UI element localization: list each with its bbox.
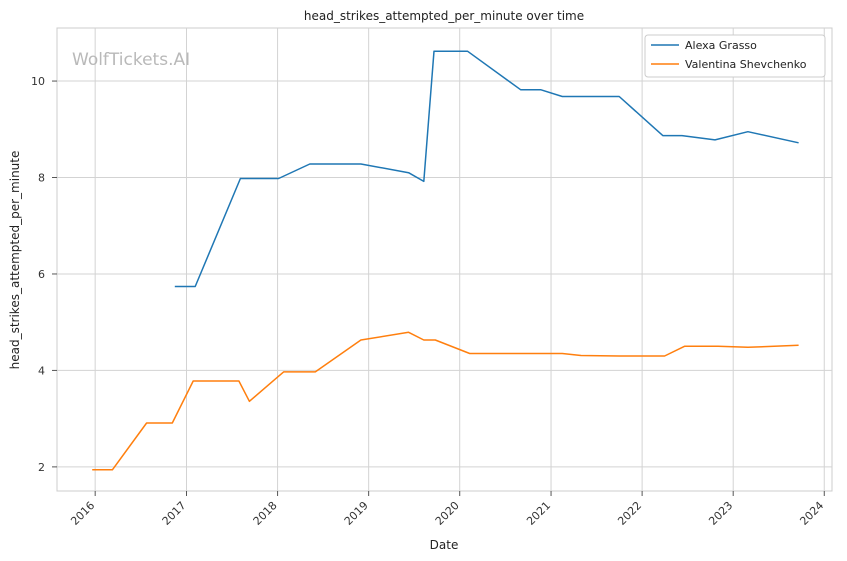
series-layer xyxy=(92,50,799,471)
series-line-1 xyxy=(174,50,799,288)
x-axis-title: Date xyxy=(430,538,459,552)
y-tick-label: 8 xyxy=(38,172,45,185)
y-tick-label: 6 xyxy=(38,268,45,281)
grid xyxy=(52,28,832,496)
legend-label-1: Alexa Grasso xyxy=(685,39,757,52)
legend: Alexa Grasso Valentina Shevchenko xyxy=(644,34,826,78)
y-tick-labels: 2 4 6 8 10 xyxy=(31,75,45,474)
y-tick-label: 10 xyxy=(31,75,45,88)
legend-label-2: Valentina Shevchenko xyxy=(685,58,807,71)
chart-title: head_strikes_attempted_per_minute over t… xyxy=(304,9,584,23)
y-tick-label: 4 xyxy=(38,364,45,377)
y-tick-label: 2 xyxy=(38,461,45,474)
series-line-2 xyxy=(92,331,799,471)
watermark: WolfTickets.AI xyxy=(72,50,190,70)
legend-box xyxy=(644,34,826,78)
y-axis-title: head_strikes_attempted_per_minute xyxy=(8,151,22,370)
